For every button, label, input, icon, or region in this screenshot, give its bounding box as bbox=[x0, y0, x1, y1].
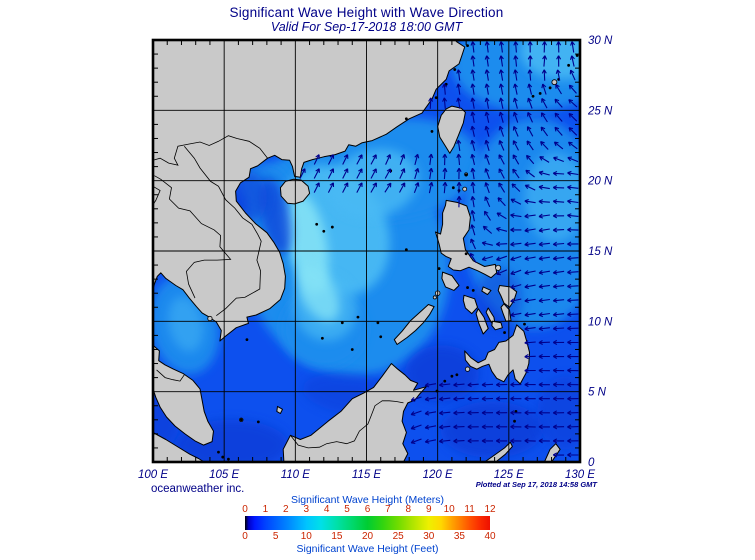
lat-label: 0 bbox=[588, 457, 595, 469]
legend-tick: 6 bbox=[364, 504, 371, 515]
land-masbate bbox=[481, 286, 492, 296]
legend-tick: 0 bbox=[242, 531, 248, 542]
legend-tick: 5 bbox=[272, 531, 279, 542]
legend-tick: 8 bbox=[405, 504, 412, 515]
lon-label: 130 E bbox=[565, 469, 595, 481]
land-layer bbox=[153, 40, 561, 462]
border-thailand-laos-cambodia bbox=[154, 175, 232, 299]
land-sumatra bbox=[153, 432, 205, 462]
legend-tick: 12 bbox=[484, 504, 496, 515]
lat-label: 5 N bbox=[588, 387, 607, 399]
lon-label: 105 E bbox=[209, 469, 239, 481]
lat-label: 25 N bbox=[587, 105, 613, 117]
valid-time-subtitle: Valid For Sep-17-2018 18:00 GMT bbox=[270, 20, 463, 34]
legend-tick: 7 bbox=[385, 504, 391, 515]
plotted-at-text: Plotted at Sep 17, 2018 14:58 GMT bbox=[475, 480, 597, 489]
lon-label: 125 E bbox=[494, 469, 524, 481]
legend-tick: 2 bbox=[283, 504, 289, 515]
island-dots bbox=[217, 44, 579, 461]
land-borneo bbox=[282, 363, 427, 462]
land-mindoro bbox=[441, 271, 460, 291]
lat-label: 20 N bbox=[587, 176, 613, 188]
map-frame bbox=[151, 38, 582, 464]
page-title: Significant Wave Height with Wave Direct… bbox=[229, 5, 504, 20]
lat-label: 15 N bbox=[588, 246, 613, 258]
border-malaysia-thailand bbox=[156, 369, 185, 382]
legend-tick: 15 bbox=[331, 531, 343, 542]
legend-tick: 5 bbox=[344, 504, 350, 515]
lat-label: 30 N bbox=[588, 35, 613, 47]
lon-label: 120 E bbox=[423, 469, 453, 481]
legend-colorbar bbox=[245, 516, 490, 530]
legend-title-feet: Significant Wave Height (Feet) bbox=[296, 543, 439, 555]
wave-direction-arrows bbox=[299, 41, 579, 458]
latlon-grid bbox=[153, 40, 580, 462]
lon-label: 100 E bbox=[138, 469, 168, 481]
land-taiwan bbox=[437, 105, 466, 154]
land-bohol bbox=[491, 320, 503, 331]
legend-tick: 10 bbox=[443, 504, 455, 515]
land-halmahera bbox=[543, 443, 561, 462]
legend-tick: 3 bbox=[303, 504, 310, 515]
legend-tick: 25 bbox=[392, 531, 404, 542]
legend-tick: 30 bbox=[423, 531, 435, 542]
legend-tick: 11 bbox=[464, 504, 475, 515]
border-china-vietnam-laos-myanmar bbox=[153, 135, 268, 166]
legend-tick: 9 bbox=[425, 504, 432, 515]
country-borders bbox=[153, 135, 404, 449]
degree-ticks bbox=[154, 41, 579, 461]
land-mindanao bbox=[464, 324, 530, 385]
lat-label: 10 N bbox=[588, 316, 613, 328]
land-natuna bbox=[276, 405, 283, 414]
legend-tick: 35 bbox=[453, 531, 465, 542]
legend-title-meters: Significant Wave Height (Meters) bbox=[290, 494, 445, 506]
legend-tick: 10 bbox=[300, 531, 312, 542]
credit-text: oceanweather inc. bbox=[151, 483, 245, 495]
legend-tick: 4 bbox=[323, 504, 330, 515]
legend-tick: 0 bbox=[242, 504, 248, 515]
legend-tick: 1 bbox=[262, 504, 269, 515]
border-vietnam-laos-cambodia bbox=[183, 145, 262, 317]
legend-tick: 20 bbox=[361, 531, 374, 542]
legend-tick: 40 bbox=[484, 531, 496, 542]
axis-labels: 100 E 105 E 110 E 115 E 120 E 125 E 130 E 30 N 2… bbox=[138, 35, 613, 481]
land-malay-peninsula bbox=[153, 344, 214, 446]
land-palawan bbox=[393, 304, 435, 345]
lon-label: 110 E bbox=[281, 469, 311, 481]
border-myanmar-thailand bbox=[153, 185, 161, 205]
border-borneo-internal bbox=[290, 400, 404, 449]
lon-label: 115 E bbox=[352, 469, 382, 481]
land-panay bbox=[462, 294, 478, 315]
